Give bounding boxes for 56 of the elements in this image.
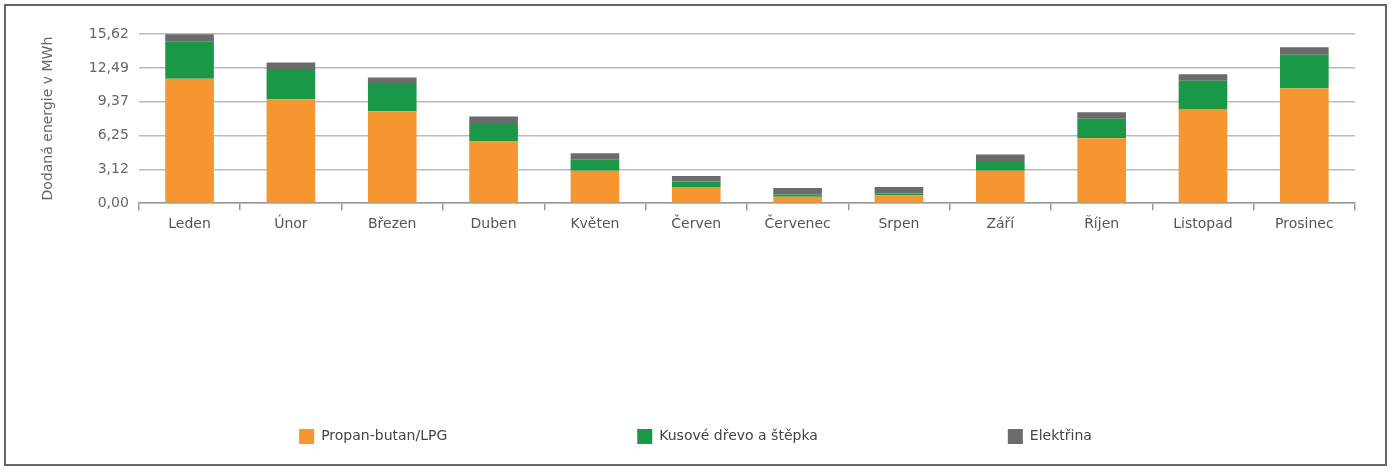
x-tick-label: Listopad bbox=[1173, 215, 1233, 232]
bar bbox=[1178, 80, 1228, 109]
bar bbox=[671, 181, 721, 187]
bar bbox=[975, 160, 1025, 171]
bar bbox=[1280, 88, 1329, 203]
bar bbox=[671, 176, 721, 182]
x-tick-label: Srpen bbox=[878, 215, 920, 232]
x-tick-label: Červen bbox=[671, 214, 722, 232]
bar bbox=[874, 186, 924, 194]
x-tick-label: Září bbox=[986, 215, 1016, 232]
bar bbox=[1178, 108, 1228, 203]
bar bbox=[165, 34, 214, 42]
x-tick-label: Říjen bbox=[1084, 215, 1120, 232]
bar bbox=[367, 111, 417, 203]
x-tick-label: Červenec bbox=[764, 214, 831, 232]
bar bbox=[469, 116, 518, 124]
x-tick-label: Březen bbox=[367, 215, 417, 232]
y-tick-label: 12,49 bbox=[88, 58, 129, 75]
bar bbox=[975, 170, 1025, 203]
bar bbox=[773, 194, 822, 197]
x-tick-label: Leden bbox=[168, 215, 211, 232]
bar bbox=[975, 154, 1025, 161]
bar bbox=[266, 68, 316, 100]
bar bbox=[1280, 54, 1329, 89]
y-tick-label: 15,62 bbox=[88, 24, 129, 41]
bar bbox=[874, 193, 924, 196]
legend-label: Elektřina bbox=[1029, 427, 1092, 444]
bar bbox=[570, 159, 620, 171]
bar bbox=[165, 41, 214, 79]
y-axis-title: Dodaná energie v MWh bbox=[39, 36, 56, 201]
bar bbox=[367, 77, 417, 85]
bar bbox=[266, 99, 316, 203]
y-tick-label: 6,25 bbox=[97, 126, 129, 143]
y-tick-label: 9,37 bbox=[97, 92, 129, 109]
bar bbox=[570, 170, 620, 203]
x-tick-label: Únor bbox=[274, 214, 308, 232]
legend-label: Propan-butan/LPG bbox=[321, 427, 448, 444]
x-tick-label: Květen bbox=[570, 215, 620, 232]
bar bbox=[773, 188, 822, 195]
bar bbox=[1077, 138, 1126, 203]
bar bbox=[469, 141, 518, 203]
y-tick-label: 3,12 bbox=[97, 160, 129, 177]
bar bbox=[570, 153, 620, 160]
x-tick-label: Prosinec bbox=[1275, 215, 1334, 232]
bar bbox=[1077, 118, 1126, 139]
bar bbox=[165, 78, 214, 203]
legend-label: Kusové dřevo a štěpka bbox=[659, 427, 818, 444]
bar bbox=[367, 84, 417, 112]
bar bbox=[469, 123, 518, 142]
bar bbox=[266, 62, 316, 69]
x-tick-label: Duben bbox=[470, 215, 517, 232]
bar bbox=[1077, 112, 1126, 119]
y-tick-label: 0,00 bbox=[97, 193, 129, 210]
bar bbox=[1280, 47, 1329, 55]
bar bbox=[1178, 74, 1228, 81]
bar bbox=[671, 186, 721, 203]
